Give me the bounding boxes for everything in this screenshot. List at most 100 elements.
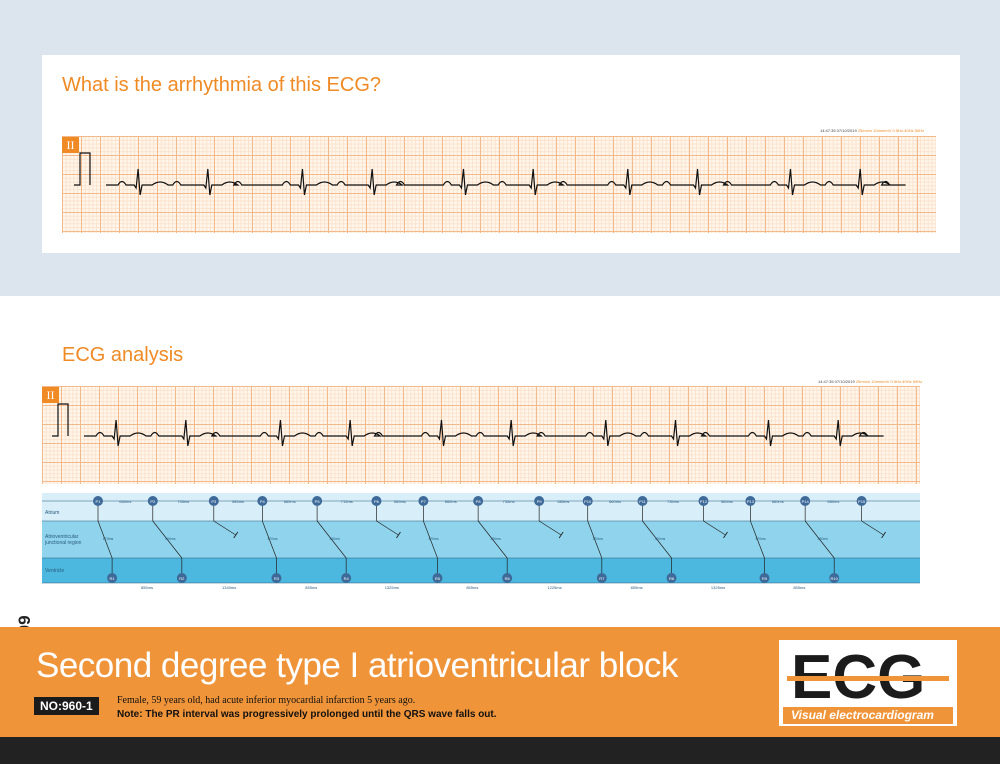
patient-info: Female, 59 years old, had acute inferior… <box>117 695 416 706</box>
blocked-conduction-line <box>538 520 562 536</box>
av-conduction-line <box>262 520 277 559</box>
pr-interval-label: 170ms <box>103 537 114 541</box>
analysis-note: Note: The PR interval was progressively … <box>117 709 497 720</box>
diagnosis-title: Second degree type I atrioventricular bl… <box>36 646 678 685</box>
ecg-strip-question <box>62 136 936 233</box>
r-wave-marker <box>271 573 282 583</box>
pp-interval-label: 565ms <box>394 499 406 504</box>
rr-interval-label: 855ms <box>305 585 317 590</box>
rr-interval-label: 855ms <box>631 585 643 590</box>
row-label-atrium: Atrium <box>45 510 60 516</box>
ecg-logo-icon: ECG <box>787 643 949 712</box>
p-wave-label: P7 <box>421 499 427 504</box>
blocked-conduction-line <box>376 520 399 536</box>
rr-interval-label: 855ms <box>141 585 153 590</box>
p-wave-marker <box>147 496 158 506</box>
ecg-trace-analysis <box>52 403 884 447</box>
p-wave-marker <box>473 496 484 506</box>
ventricle-row <box>42 558 920 583</box>
ecg-trace-question <box>74 152 906 196</box>
r-wave-label: R5 <box>435 576 441 581</box>
pp-interval-label: 660ms <box>445 499 457 504</box>
pp-interval-label: 735ms <box>667 499 679 504</box>
pp-interval-label: 660ms <box>772 499 784 504</box>
r-wave-marker <box>502 573 513 583</box>
p-wave-label: P9 <box>537 499 543 504</box>
r-wave-label: R10 <box>831 576 839 581</box>
p-wave-marker <box>93 496 103 506</box>
r-wave-label: R7 <box>599 576 605 581</box>
p-wave-marker <box>371 496 382 506</box>
case-number-badge: NO:960-1 <box>34 697 99 715</box>
p-wave-marker <box>534 496 545 506</box>
r-wave-marker <box>666 573 677 583</box>
p-wave-marker <box>257 496 268 506</box>
p-wave-label: P6 <box>374 499 380 504</box>
pp-interval-label: 660ms <box>119 499 131 504</box>
row-label-junction: Atrioventricular junctional region <box>45 534 82 546</box>
p-wave-label: P4 <box>260 499 266 504</box>
ecg-waveform <box>52 403 884 447</box>
p-wave-marker <box>418 496 429 506</box>
r-wave-label: R8 <box>669 576 675 581</box>
pp-interval-label: 680ms <box>827 499 839 504</box>
rr-interval-label: 1325ms <box>385 585 399 590</box>
rr-interval-label: 1225ms <box>547 585 561 590</box>
lead-label: II <box>62 137 79 153</box>
pr-interval-label: 350ms <box>165 537 176 541</box>
pp-interval-label: 585ms <box>557 499 569 504</box>
pp-interval-label: 565ms <box>721 499 733 504</box>
p-wave-marker <box>637 496 648 506</box>
ecg-strip-analysis <box>42 386 920 484</box>
p-wave-marker <box>582 496 593 506</box>
block-marker <box>558 531 564 539</box>
blocked-conduction-line <box>861 520 884 536</box>
blocked-conduction-line <box>213 520 236 536</box>
p-wave-label: P3 <box>211 499 217 504</box>
r-wave-marker <box>341 573 352 583</box>
r-wave-label: R2 <box>179 576 185 581</box>
pp-interval-label: 585ms <box>232 499 244 504</box>
p-wave-label: P1 <box>96 499 102 504</box>
av-conduction-line <box>477 520 508 559</box>
pr-interval-label: 170ms <box>428 537 439 541</box>
pr-interval-label: 170ms <box>592 537 603 541</box>
pp-interval-label: 660ms <box>284 499 296 504</box>
r-wave-label: R1 <box>110 576 116 581</box>
junction-row <box>42 521 920 558</box>
p-wave-label: P2 <box>150 499 156 504</box>
ladder-svg: P1 660ms P2 735ms P3 585ms P4 660ms P5 715ms P6 565… <box>42 493 920 590</box>
r-wave-label: R4 <box>344 576 350 581</box>
ladder-diagram: P1 660ms P2 735ms P3 585ms P4 660ms P5 715ms P6 565… <box>42 493 920 593</box>
rr-interval-label: 1325ms <box>711 585 725 590</box>
pp-interval-label: 735ms <box>177 499 189 504</box>
block-marker <box>233 531 239 539</box>
pr-interval-label: 350ms <box>655 537 666 541</box>
av-conduction-line <box>316 520 347 559</box>
av-conduction-line <box>804 520 835 559</box>
p-wave-marker <box>698 496 709 506</box>
pr-interval-label: 350ms <box>490 537 501 541</box>
av-conduction-line <box>642 520 672 559</box>
p-wave-marker <box>856 496 867 506</box>
r-wave-marker <box>829 573 840 583</box>
r-wave-marker <box>432 573 443 583</box>
p-wave-label: P13 <box>747 499 755 504</box>
p-wave-label: P8 <box>476 499 482 504</box>
blocked-conduction-line <box>703 520 726 536</box>
pp-interval-label: 715ms <box>341 499 353 504</box>
logo-subtitle: Visual electrocardiogram <box>783 707 953 724</box>
pr-interval-label: 170ms <box>755 537 766 541</box>
p-wave-label: P14 <box>802 499 810 504</box>
rr-interval-label: 855ms <box>793 585 805 590</box>
p-wave-label: P15 <box>858 499 866 504</box>
p-wave-label: P10 <box>584 499 592 504</box>
strip-meta: 14:47:35 07/10/2019 25mm/s 10mm/mV 0.5Hz… <box>820 128 925 133</box>
p-wave-marker <box>208 496 219 506</box>
p-wave-marker <box>312 496 323 506</box>
r-wave-marker <box>176 573 187 583</box>
r-wave-label: R3 <box>274 576 280 581</box>
rr-interval-label: 1340ms <box>222 585 236 590</box>
bottom-band <box>0 737 1000 764</box>
